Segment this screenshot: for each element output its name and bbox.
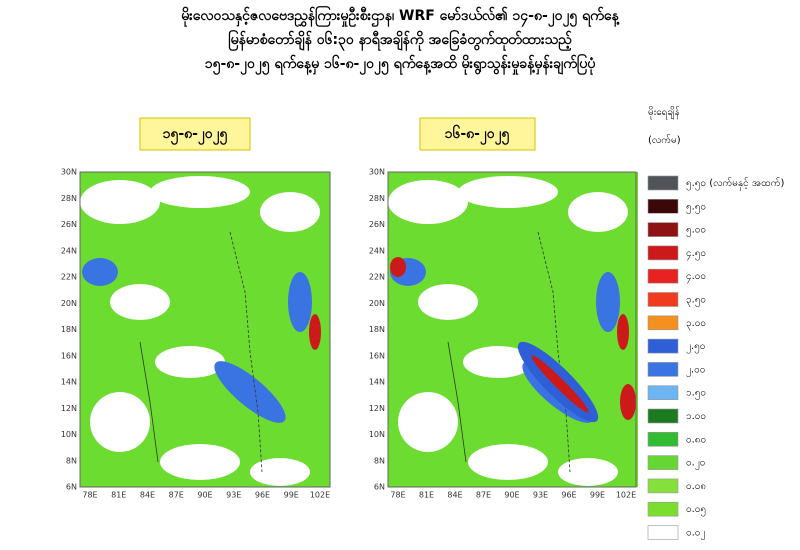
lat-tick-label: 30N bbox=[61, 168, 77, 177]
lon-tick-label: 81E bbox=[111, 491, 126, 500]
legend-label: ၀.၈၀ bbox=[686, 434, 706, 445]
legend-swatch bbox=[647, 525, 679, 540]
legend-label: ၅.၅၀ (လက်မနှင့် အထက်) bbox=[686, 176, 785, 191]
legend-label: ၃.၀၀ bbox=[686, 318, 706, 331]
lon-tick-label: 84E bbox=[140, 491, 155, 500]
lon-tick-label: 99E bbox=[590, 491, 605, 500]
legend-label: ၄.၅၀ bbox=[686, 248, 706, 261]
legend-swatch bbox=[647, 222, 679, 237]
legend-label: ၀.၀၅ bbox=[686, 504, 706, 517]
date-box bbox=[139, 117, 251, 151]
legend-label: ၁.၀၀ bbox=[686, 411, 706, 422]
rain-map bbox=[79, 171, 331, 488]
title-line: ၁၅-၈-၂၀၂၅ ရက်နေ့မှ ၁၆-၈-၂၀၂၅ ရက်နေ့အထိ မ… bbox=[205, 54, 597, 75]
lat-tick-label: 8N bbox=[374, 456, 385, 465]
lat-tick-label: 26N bbox=[369, 220, 385, 229]
legend-swatch bbox=[647, 268, 679, 284]
lat-tick-label: 12N bbox=[369, 404, 385, 413]
panel-date: ၁၆-၈-၂၀၂၅ bbox=[445, 125, 511, 145]
lat-tick-label: 28N bbox=[369, 194, 385, 203]
lat-tick-label: 18N bbox=[61, 325, 77, 334]
lat-tick-label: 20N bbox=[369, 299, 385, 308]
legend-label: ၀.၀၂ bbox=[686, 528, 705, 541]
legend-swatch bbox=[647, 455, 679, 470]
rain-map bbox=[387, 171, 639, 488]
lat-tick-label: 28N bbox=[61, 194, 77, 203]
legend-label: ၂.၅၀ bbox=[686, 341, 705, 354]
lat-tick-label: 14N bbox=[369, 378, 385, 387]
legend-label: ၅.၀၀ bbox=[686, 225, 706, 238]
legend-swatch bbox=[647, 245, 679, 261]
lat-tick-label: 6N bbox=[66, 483, 77, 492]
legend-label: ၃.၅၀ bbox=[686, 295, 706, 308]
lat-tick-label: 22N bbox=[369, 273, 385, 282]
legend-label: ၅.၅၀ bbox=[686, 201, 706, 214]
lat-tick-label: 16N bbox=[369, 351, 385, 360]
lat-tick-label: 10N bbox=[369, 430, 385, 439]
lon-tick-label: 96E bbox=[561, 491, 576, 500]
lon-tick-label: 102E bbox=[310, 491, 330, 500]
lon-tick-label: 102E bbox=[616, 491, 636, 500]
lat-tick-label: 18N bbox=[369, 325, 385, 334]
lon-tick-label: 87E bbox=[476, 491, 491, 500]
lat-tick-label: 24N bbox=[61, 246, 77, 255]
legend-swatch bbox=[647, 478, 679, 494]
lon-tick-label: 84E bbox=[447, 491, 462, 500]
lat-tick-label: 20N bbox=[61, 299, 77, 308]
lat-tick-label: 16N bbox=[61, 351, 77, 360]
lat-tick-label: 14N bbox=[61, 378, 77, 387]
legend-swatch bbox=[647, 175, 679, 191]
lat-tick-label: 22N bbox=[61, 273, 77, 282]
legend-swatch bbox=[647, 501, 679, 517]
legend-swatch bbox=[647, 292, 679, 307]
lat-tick-label: 24N bbox=[369, 246, 385, 255]
lon-tick-label: 96E bbox=[255, 491, 270, 500]
legend-swatch bbox=[647, 408, 679, 424]
lon-tick-label: 90E bbox=[504, 491, 519, 500]
legend-swatch bbox=[647, 385, 679, 401]
lon-tick-label: 87E bbox=[169, 491, 184, 500]
legend-label: ၁.၅၀ bbox=[686, 388, 706, 401]
title-line: မြန်မာစံတော်ချိန် ၀၆:၃၀ နာရီအချိန်ကို အခ… bbox=[228, 30, 572, 51]
lon-tick-label: 90E bbox=[197, 491, 212, 500]
lat-tick-label: 12N bbox=[61, 404, 77, 413]
legend-label: ၀.၂၀ bbox=[686, 458, 705, 471]
lon-tick-label: 93E bbox=[226, 491, 241, 500]
date-box bbox=[419, 117, 536, 151]
legend-swatch bbox=[647, 315, 679, 331]
legend-label: ၀.၀၈ bbox=[686, 481, 706, 492]
legend-swatch bbox=[647, 338, 679, 354]
legend-unit: (လက်မ) bbox=[648, 133, 681, 146]
legend-label: ၄.၀၀ bbox=[686, 271, 706, 284]
lat-tick-label: 6N bbox=[374, 483, 385, 492]
lon-tick-label: 99E bbox=[284, 491, 299, 500]
lat-tick-label: 10N bbox=[61, 430, 77, 439]
lat-tick-label: 26N bbox=[61, 220, 77, 229]
lon-tick-label: 93E bbox=[533, 491, 548, 500]
legend-swatch bbox=[647, 431, 679, 447]
lat-tick-label: 30N bbox=[369, 168, 385, 177]
title-line: မိုးလေဝသနှင့်ဇလဗေဒညွှန်ကြားမှုဦးစီးဌာန၊ … bbox=[181, 6, 620, 27]
legend-swatch bbox=[647, 362, 679, 377]
lon-tick-label: 78E bbox=[82, 491, 97, 500]
lon-tick-label: 81E bbox=[419, 491, 434, 500]
panel-date: ၁၅-၈-၂၀၂၅ bbox=[163, 126, 229, 145]
legend-title: မိုးရေချိန် bbox=[648, 105, 680, 120]
lat-tick-label: 8N bbox=[66, 456, 77, 465]
lon-tick-label: 78E bbox=[390, 491, 405, 500]
legend-label: ၂.၀၀ bbox=[686, 364, 705, 377]
legend-swatch bbox=[647, 199, 679, 214]
